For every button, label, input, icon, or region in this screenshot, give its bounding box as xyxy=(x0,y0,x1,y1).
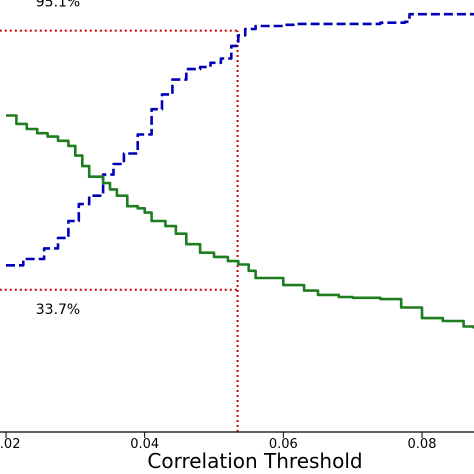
x-axis-title: Correlation Threshold xyxy=(147,449,362,473)
annotation-label: 95.1% xyxy=(36,0,80,11)
plot-area xyxy=(0,12,474,432)
x-tick-label: 0.04 xyxy=(130,437,159,452)
annotations: 95.1% 33.7% xyxy=(36,0,80,318)
x-tick-label: 0.08 xyxy=(408,437,437,452)
x-axis-ticks: 0.02 0.04 0.06 0.08 xyxy=(0,432,436,452)
annotation-label: 33.7% xyxy=(36,302,80,318)
series-line-0 xyxy=(6,12,474,267)
x-tick-label: 0.02 xyxy=(0,437,20,452)
series-line-1 xyxy=(6,114,474,329)
x-tick-label: 0.06 xyxy=(269,437,298,452)
